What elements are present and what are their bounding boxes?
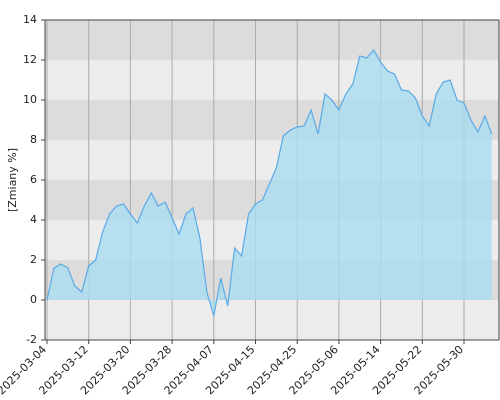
y-tick-label: 10 bbox=[23, 93, 37, 106]
y-tick-label: 4 bbox=[30, 213, 37, 226]
line bbox=[46, 48, 493, 317]
area bbox=[47, 50, 492, 316]
y-tick-label: 6 bbox=[30, 173, 37, 186]
y-tick-label: 0 bbox=[30, 293, 37, 306]
y-tick-label: 14 bbox=[23, 13, 37, 26]
y-tick-label: 12 bbox=[23, 53, 37, 66]
band bbox=[45, 60, 499, 100]
y-axis-label: [Zmiany %] bbox=[6, 148, 19, 212]
y-tick-label: 2 bbox=[30, 253, 37, 266]
plot-frame bbox=[44, 19, 500, 341]
y-tick-label: 8 bbox=[30, 133, 37, 146]
band bbox=[45, 300, 499, 340]
band bbox=[45, 20, 499, 60]
y-tick-label: -2 bbox=[26, 333, 37, 346]
